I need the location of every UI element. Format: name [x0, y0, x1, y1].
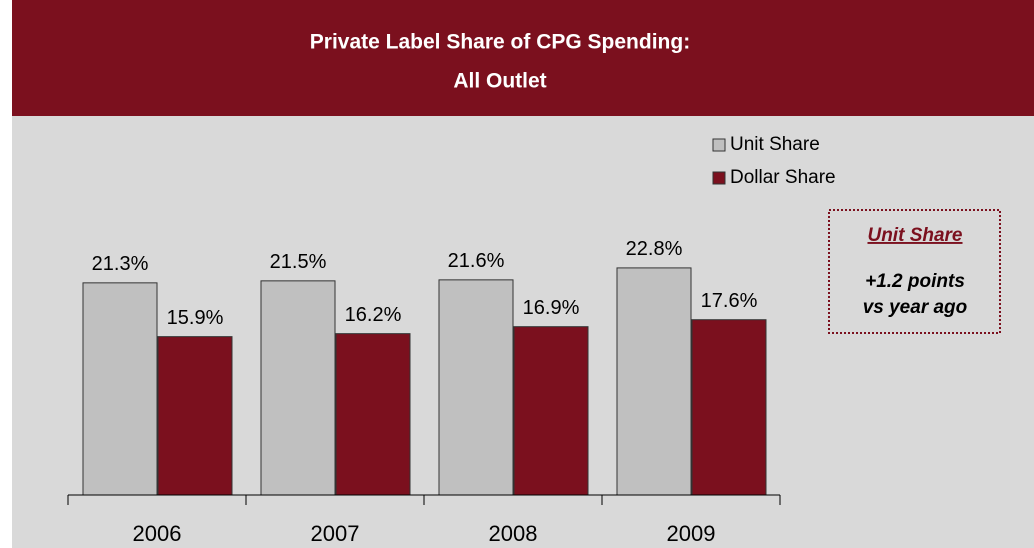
- x-tick-label: 2006: [133, 521, 182, 546]
- annotation-text: +1.2 points: [865, 271, 965, 292]
- bar: [513, 326, 589, 496]
- x-tick-label: 2008: [489, 521, 538, 546]
- x-tick-label: 2007: [311, 521, 360, 546]
- data-label: 16.2%: [345, 304, 402, 326]
- legend-swatch: [712, 138, 726, 152]
- bar: [260, 280, 336, 496]
- bar: [616, 267, 692, 496]
- data-label: 21.6%: [448, 250, 505, 272]
- data-label: 15.9%: [167, 307, 224, 329]
- bar: [82, 282, 158, 496]
- bar: [691, 319, 767, 496]
- bar: [438, 279, 514, 496]
- chart-subtitle: All Outlet: [453, 70, 546, 93]
- bar: [157, 336, 233, 496]
- data-label: 16.9%: [523, 297, 580, 319]
- legend-label: Dollar Share: [730, 167, 836, 188]
- chart-title: Private Label Share of CPG Spending:: [310, 31, 690, 54]
- x-tick-label: 2009: [667, 521, 716, 546]
- annotation-box: [828, 209, 1001, 334]
- bar: [335, 333, 411, 496]
- title-banner: [12, 0, 1034, 116]
- legend-label: Unit Share: [730, 134, 820, 155]
- data-label: 22.8%: [626, 238, 683, 260]
- data-label: 17.6%: [701, 290, 758, 312]
- data-label: 21.5%: [270, 251, 327, 273]
- legend-swatch: [712, 171, 726, 185]
- annotation-title: Unit Share: [867, 225, 962, 246]
- data-label: 21.3%: [92, 253, 149, 275]
- annotation-text: vs year ago: [863, 297, 968, 318]
